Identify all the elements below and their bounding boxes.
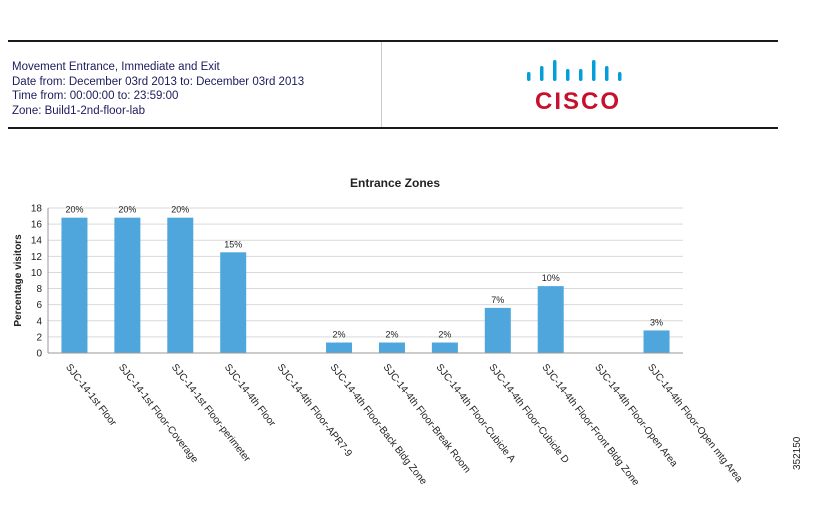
bar [643,330,670,353]
x-tick-label: SJC-14-4th Floor-Front Bldg Zone [539,362,641,488]
data-label: 3% [650,317,663,327]
data-label: 2% [438,330,451,340]
report-header: Movement Entrance, Immediate and Exit Da… [8,40,778,129]
y-tick-label: 12 [31,252,43,263]
data-label: 20% [118,205,136,215]
logo-panel: CISCO [382,42,778,127]
report-date-range: Date from: December 03rd 2013 to: Decemb… [12,75,305,88]
bar [431,342,458,353]
y-tick-label: 8 [36,284,42,295]
report-title: Movement Entrance, Immediate and Exit [12,61,220,73]
x-tick-label: SJC-14-4th Floor-Break Room [381,362,473,475]
bar [167,217,194,353]
bar-chart: 0 2 4 6 8 10 12 14 16 18 Percentage visitors 20% SJC… [13,204,744,489]
y-tick-label: 0 [36,349,42,360]
bar [114,217,141,353]
bar [537,286,564,353]
y-tick-label: 18 [31,204,43,215]
bar [220,252,247,353]
figure-id: 352150 [792,436,803,470]
y-tick-label: 16 [31,220,43,231]
y-tick-label: 6 [36,300,42,311]
y-axis-label: Percentage visitors [13,234,24,327]
y-tick-label: 10 [31,268,43,279]
data-label: 20% [65,205,83,215]
x-tick-label: SJC-14-4th Floor [222,362,278,429]
data-label: 7% [491,295,504,305]
x-tick-label: SJC-14-4th Floor-Open mtg Area [645,362,744,485]
chart-title: Entrance Zones [349,176,441,190]
data-label: 10% [542,273,560,283]
data-label: 15% [224,239,242,249]
data-label: 2% [333,330,346,340]
bar [378,342,405,353]
cisco-bridge-logo-icon [527,60,622,81]
data-label: 2% [385,330,398,340]
logo-text: CISCO [534,88,621,115]
report-info: Movement Entrance, Immediate and Exit Da… [8,42,382,127]
report-zone: Zone: Build1-2nd-floor-lab [12,104,145,117]
bar [326,342,353,353]
y-tick-label: 4 [36,316,42,327]
bar [484,307,511,353]
x-tick-label: SJC-14-4th Floor-Back Bldg Zone [328,362,429,487]
y-tick-label: 14 [31,236,43,247]
y-tick-label: 2 [36,332,42,343]
report-time-range: Time from: 00:00:00 to: 23:59:00 [12,90,179,102]
data-label: 20% [171,205,189,215]
x-tick-label: SJC-14-1st Floor [63,362,119,429]
bar [61,217,88,353]
